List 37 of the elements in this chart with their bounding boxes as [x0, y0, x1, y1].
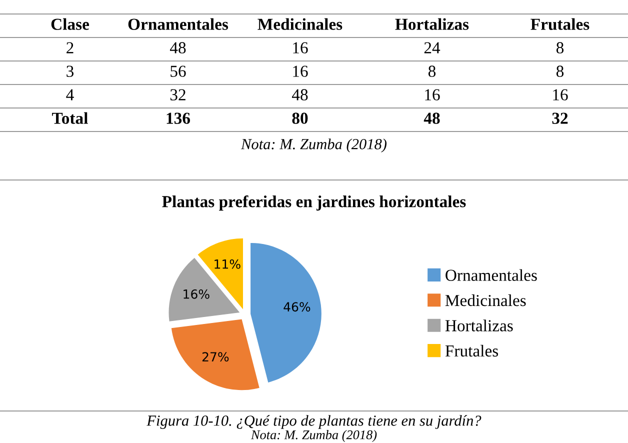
legend-label: Ornamentales: [446, 269, 537, 281]
text: Nota: M. Zumba (2018): [250, 430, 377, 442]
text: 136: [166, 112, 190, 124]
text: 16: [293, 66, 308, 77]
text: 16: [553, 89, 568, 100]
text: 80: [292, 112, 308, 124]
text: Hortalizas: [395, 18, 469, 30]
text: 56: [170, 66, 186, 77]
text: 48: [170, 42, 186, 54]
text: Figura 10-10. ¿Qué tipo de plantas tiene en su jardín?: [146, 415, 482, 429]
text: 4: [66, 89, 74, 100]
text: Ornamentales: [128, 18, 228, 30]
text: 48: [292, 89, 308, 100]
legend-label: Hortalizas: [445, 320, 513, 332]
text: 8: [556, 42, 564, 54]
text: Nota: M. Zumba (2018): [240, 138, 387, 152]
data-label: 46%: [284, 302, 310, 312]
text: 3: [66, 66, 74, 77]
chart-title: Plantas preferidas en jardines horizontales: [162, 195, 466, 211]
text: 8: [556, 66, 564, 77]
text: 2: [66, 42, 74, 54]
text: 16: [293, 42, 308, 54]
text: Frutales: [530, 18, 590, 30]
text: 24: [424, 42, 440, 54]
data-label: 16%: [184, 289, 210, 299]
legend-label: Frutales: [445, 344, 498, 357]
text: 32: [170, 89, 186, 100]
text: 16: [425, 89, 440, 100]
text: 48: [424, 112, 440, 124]
data-label: 11%: [214, 259, 240, 269]
text: Clase: [51, 18, 90, 30]
legend-label: Medicinales: [445, 294, 526, 306]
data-label: 27%: [202, 352, 229, 362]
text: 8: [428, 66, 436, 77]
text: Medicinales: [258, 18, 342, 30]
text: 32: [552, 112, 568, 124]
text: Total: [52, 112, 88, 124]
